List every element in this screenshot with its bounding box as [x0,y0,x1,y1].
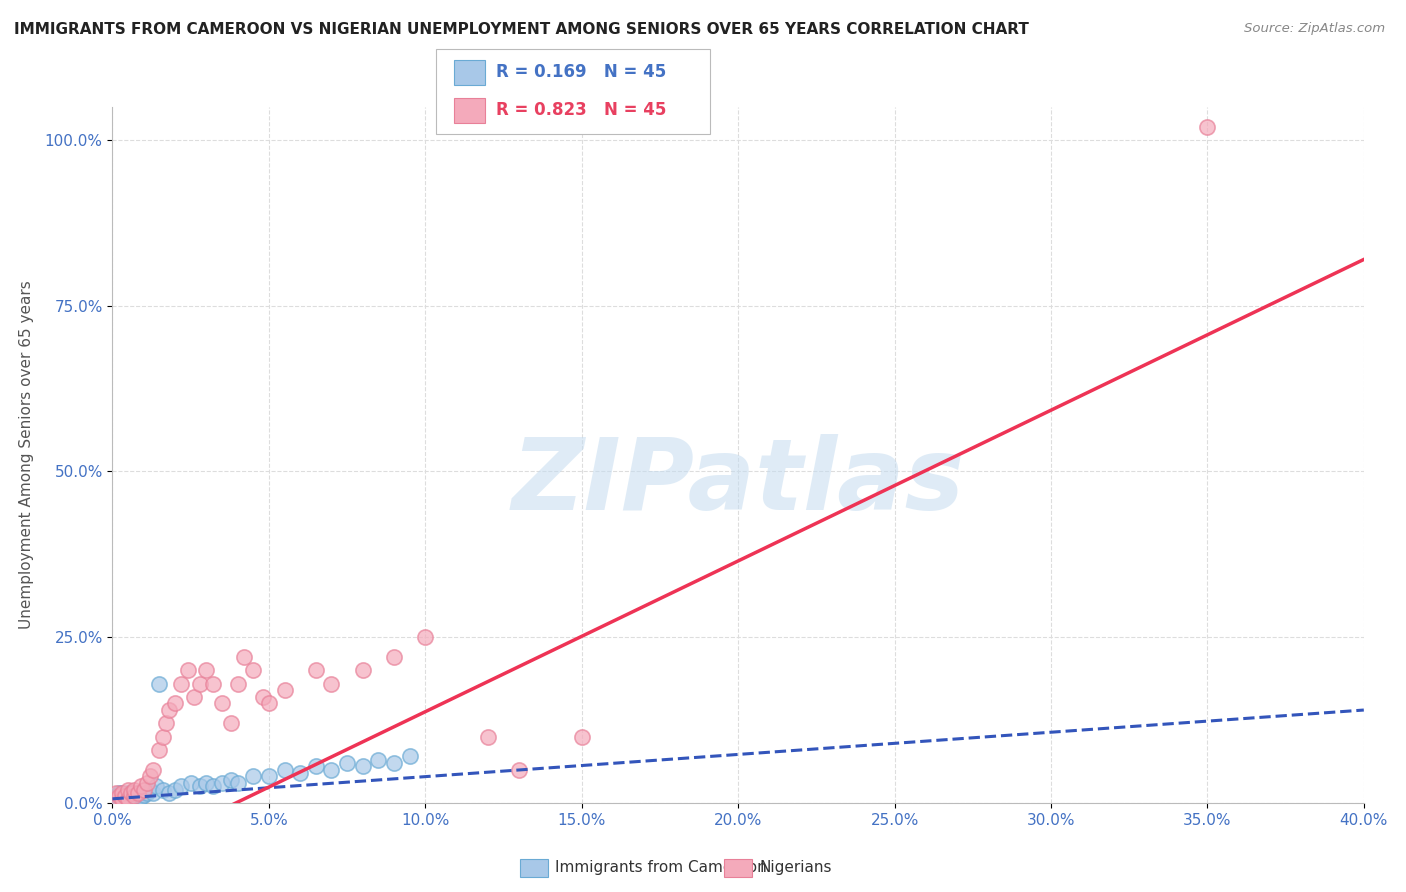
Point [221,716,243,731]
Point [188,779,211,793]
Point [321,763,343,777]
Point [111,790,134,805]
Point [111,792,134,806]
Point [290,766,312,780]
Point [129,790,152,805]
Point [477,730,499,744]
Y-axis label: Unemployment Among Seniors over 65 years: Unemployment Among Seniors over 65 years [18,281,34,629]
Point [142,786,165,800]
Point [201,676,224,690]
Point [127,789,149,804]
Point [571,730,593,744]
Point [132,782,155,797]
Point [163,697,186,711]
Point [124,786,146,800]
Point [117,790,139,805]
Point [257,769,280,783]
Point [180,776,202,790]
Point [415,630,437,644]
Point [170,779,193,793]
Point [145,779,167,793]
Point [195,663,218,677]
Point [104,789,127,804]
Point [120,792,142,806]
Point [107,786,129,800]
Point [135,776,157,790]
Point [155,716,177,731]
Point [114,789,136,804]
Point [367,753,389,767]
Point [111,786,134,800]
Point [242,769,264,783]
Point [226,676,249,690]
Point [157,786,180,800]
Point [183,690,205,704]
Point [321,676,343,690]
Point [124,789,146,804]
Point [398,749,420,764]
Point [232,650,254,665]
Point [201,779,224,793]
Point [120,786,142,800]
Point [382,756,405,770]
Point [157,703,180,717]
Point [252,690,274,704]
Point [111,786,134,800]
Point [139,782,162,797]
Point [114,792,136,806]
Point [336,756,359,770]
Point [152,730,174,744]
Point [382,650,405,665]
Point [305,663,328,677]
Text: R = 0.169   N = 45: R = 0.169 N = 45 [496,63,666,81]
Point [104,786,127,800]
Point [221,772,243,787]
Text: R = 0.823   N = 45: R = 0.823 N = 45 [496,102,666,120]
Point [139,769,162,783]
Point [104,792,127,806]
Point [195,776,218,790]
Point [226,776,249,790]
Point [111,792,134,806]
Point [176,663,198,677]
Point [352,759,374,773]
Point [127,786,149,800]
Point [148,743,170,757]
Point [114,789,136,804]
Text: Nigerians: Nigerians [759,861,832,875]
Point [124,790,146,805]
Point [211,697,233,711]
Point [152,782,174,797]
Point [117,786,139,800]
Point [257,697,280,711]
Point [132,788,155,802]
Point [170,676,193,690]
Point [163,782,186,797]
Point [211,776,233,790]
Point [104,792,127,806]
Point [508,763,530,777]
Text: IMMIGRANTS FROM CAMEROON VS NIGERIAN UNEMPLOYMENT AMONG SENIORS OVER 65 YEARS CO: IMMIGRANTS FROM CAMEROON VS NIGERIAN UNE… [14,22,1029,37]
Point [129,779,152,793]
Point [273,763,295,777]
Text: Source: ZipAtlas.com: Source: ZipAtlas.com [1244,22,1385,36]
Text: ZIPatlas: ZIPatlas [512,434,965,532]
Text: Immigrants from Cameroon: Immigrants from Cameroon [555,861,768,875]
Point [188,676,211,690]
Point [142,763,165,777]
Point [124,782,146,797]
Point [117,792,139,806]
Point [120,788,142,802]
Point [273,683,295,698]
Point [352,663,374,677]
Point [1197,120,1219,134]
Point [305,759,328,773]
Point [117,782,139,797]
Point [242,663,264,677]
Point [107,789,129,804]
Point [148,676,170,690]
Point [107,792,129,806]
Point [135,786,157,800]
